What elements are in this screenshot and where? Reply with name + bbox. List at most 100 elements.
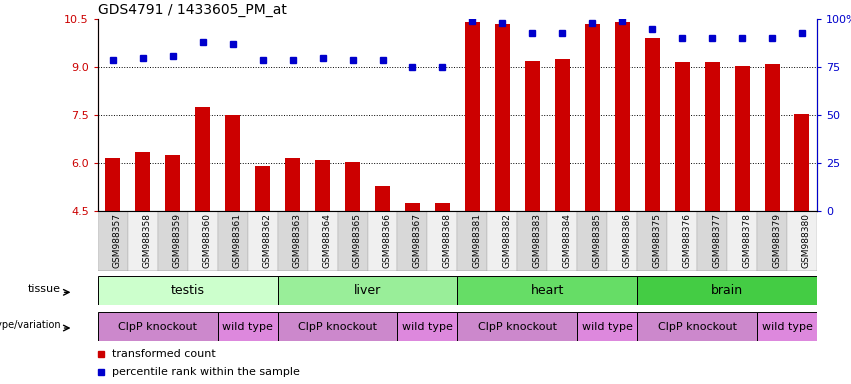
Text: GSM988379: GSM988379	[772, 213, 781, 268]
Text: GSM988382: GSM988382	[502, 213, 511, 268]
Bar	[345, 162, 360, 211]
Bar	[637, 276, 817, 305]
Bar	[705, 63, 720, 211]
Bar	[697, 211, 727, 271]
Text: GSM988362: GSM988362	[263, 213, 271, 268]
Text: GSM988359: GSM988359	[173, 213, 182, 268]
Bar	[128, 211, 157, 271]
Text: GSM988360: GSM988360	[203, 213, 212, 268]
Text: wild type: wild type	[582, 321, 632, 332]
Bar	[397, 211, 427, 271]
Text: GSM988384: GSM988384	[563, 213, 571, 268]
Bar	[517, 211, 547, 271]
Bar	[188, 211, 218, 271]
Text: transformed count: transformed count	[112, 349, 216, 359]
Bar	[727, 211, 757, 271]
Text: GSM988358: GSM988358	[143, 213, 151, 268]
Bar	[555, 59, 570, 211]
Bar	[608, 211, 637, 271]
Text: GSM988357: GSM988357	[113, 213, 122, 268]
Text: wild type: wild type	[402, 321, 453, 332]
Bar	[98, 211, 128, 271]
Bar	[218, 312, 277, 341]
Bar	[525, 61, 540, 211]
Bar	[435, 203, 450, 211]
Text: GDS4791 / 1433605_PM_at: GDS4791 / 1433605_PM_at	[98, 3, 287, 17]
Text: ClpP knockout: ClpP knockout	[298, 321, 377, 332]
Text: testis: testis	[171, 285, 205, 297]
Text: ClpP knockout: ClpP knockout	[478, 321, 557, 332]
Text: GSM988377: GSM988377	[712, 213, 721, 268]
Bar	[277, 211, 307, 271]
Bar	[787, 211, 817, 271]
Bar	[277, 312, 397, 341]
Bar	[795, 114, 809, 211]
Bar	[195, 107, 210, 211]
Bar	[457, 312, 577, 341]
Bar	[307, 211, 338, 271]
Text: GSM988368: GSM988368	[443, 213, 451, 268]
Text: brain: brain	[711, 285, 743, 297]
Bar	[375, 185, 390, 211]
Bar	[248, 211, 277, 271]
Text: GSM988361: GSM988361	[232, 213, 242, 268]
Bar	[465, 22, 480, 211]
Bar	[675, 63, 689, 211]
Text: liver: liver	[354, 285, 381, 297]
Bar	[585, 24, 600, 211]
Bar	[577, 312, 637, 341]
Bar	[547, 211, 577, 271]
Bar	[338, 211, 368, 271]
Bar	[277, 276, 457, 305]
Bar	[397, 312, 457, 341]
Text: GSM988363: GSM988363	[293, 213, 301, 268]
Bar	[427, 211, 458, 271]
Bar	[368, 211, 397, 271]
Bar	[405, 203, 420, 211]
Bar	[645, 38, 660, 211]
Bar	[285, 158, 300, 211]
Bar	[764, 64, 780, 211]
Text: GSM988375: GSM988375	[652, 213, 661, 268]
Bar	[135, 152, 151, 211]
Text: percentile rank within the sample: percentile rank within the sample	[112, 366, 300, 377]
Text: GSM988376: GSM988376	[683, 213, 691, 268]
Bar	[614, 22, 630, 211]
Bar	[457, 276, 637, 305]
Bar	[315, 160, 330, 211]
Bar	[734, 66, 750, 211]
Text: ClpP knockout: ClpP knockout	[118, 321, 197, 332]
Text: tissue: tissue	[28, 285, 60, 295]
Text: GSM988381: GSM988381	[472, 213, 482, 268]
Bar	[757, 312, 817, 341]
Bar	[98, 276, 277, 305]
Bar	[488, 211, 517, 271]
Text: GSM988386: GSM988386	[622, 213, 631, 268]
Text: GSM988365: GSM988365	[352, 213, 362, 268]
Bar	[98, 312, 218, 341]
Bar	[577, 211, 608, 271]
Bar	[218, 211, 248, 271]
Bar	[165, 155, 180, 211]
Bar	[226, 115, 240, 211]
Bar	[457, 211, 488, 271]
Bar	[637, 211, 667, 271]
Text: genotype/variation: genotype/variation	[0, 320, 60, 330]
Bar	[495, 24, 510, 211]
Text: GSM988366: GSM988366	[382, 213, 391, 268]
Text: GSM988378: GSM988378	[742, 213, 751, 268]
Text: heart: heart	[531, 285, 564, 297]
Bar	[255, 166, 270, 211]
Text: GSM988367: GSM988367	[413, 213, 421, 268]
Text: GSM988385: GSM988385	[592, 213, 602, 268]
Bar	[157, 211, 188, 271]
Text: wild type: wild type	[762, 321, 813, 332]
Bar	[757, 211, 787, 271]
Text: GSM988380: GSM988380	[802, 213, 811, 268]
Bar	[637, 312, 757, 341]
Text: GSM988364: GSM988364	[323, 213, 332, 268]
Bar	[667, 211, 697, 271]
Text: ClpP knockout: ClpP knockout	[658, 321, 737, 332]
Text: GSM988383: GSM988383	[533, 213, 541, 268]
Bar	[106, 158, 120, 211]
